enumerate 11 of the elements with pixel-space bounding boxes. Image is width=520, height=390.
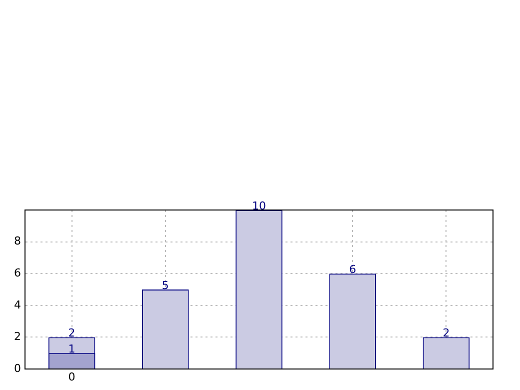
data-label: 6	[349, 262, 356, 276]
y-tick-label: 2	[14, 330, 21, 344]
data-label: 1	[68, 342, 76, 356]
data-label: 2	[68, 326, 76, 340]
y-tick-label: 0	[14, 362, 21, 375]
y-tick-label: 4	[14, 298, 21, 312]
data-label: 10	[252, 199, 266, 212]
y-tick-label: 6	[14, 266, 21, 280]
y-tick-label: 8	[14, 234, 21, 248]
data-label: 2	[442, 326, 450, 340]
data-label: 5	[162, 278, 169, 292]
